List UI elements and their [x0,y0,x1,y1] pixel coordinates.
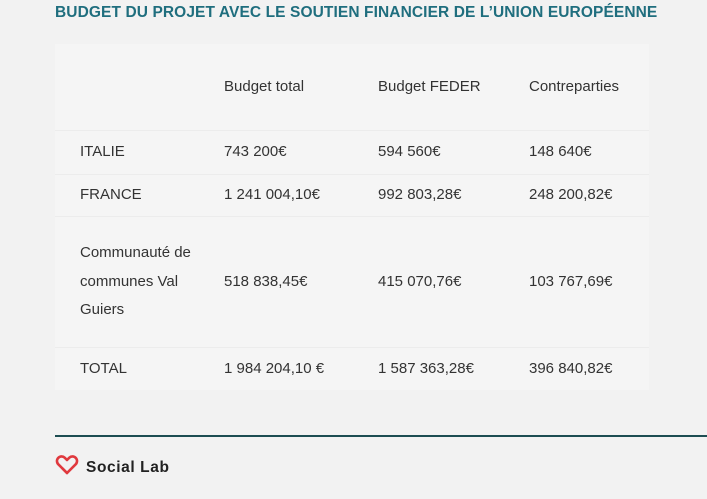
table-row: ITALIE 743 200€ 594 560€ 148 640€ [55,130,649,175]
row-feder: 415 070,76€ [378,216,529,348]
row-feder: 594 560€ [378,130,529,175]
table-row: Communauté de communes Val Guiers 518 83… [55,216,649,348]
row-contreparties: 148 640€ [529,130,649,175]
row-total: 743 200€ [224,130,378,175]
row-name: Communauté de communes Val Guiers [55,216,224,348]
table-row: FRANCE 1 241 004,10€ 992 803,28€ 248 200… [55,174,649,217]
row-total: 1 241 004,10€ [224,174,378,217]
table-header-row: Budget total Budget FEDER Contreparties [55,44,649,131]
table-row-total: TOTAL 1 984 204,10 € 1 587 363,28€ 396 8… [55,348,649,391]
row-name: TOTAL [80,359,127,377]
row-total: 518 838,45€ [224,216,378,348]
page-title: BUDGET DU PROJET AVEC LE SOUTIEN FINANCI… [55,4,658,21]
row-contreparties: 396 840,82€ [529,359,613,377]
heart-icon [55,455,79,475]
row-contreparties: 103 767,69€ [529,216,649,348]
header-empty-cell [55,44,224,131]
row-feder: 992 803,28€ [378,174,529,217]
row-feder: 1 587 363,28€ [378,359,474,377]
row-contreparties: 248 200,82€ [529,174,649,217]
footer-divider [55,435,707,437]
header-budget-total: Budget total [224,44,378,131]
row-name: FRANCE [55,174,224,217]
header-budget-feder: Budget FEDER [378,44,529,131]
budget-table: Budget total Budget FEDER Contreparties … [55,44,649,390]
brand-logo[interactable]: Social Lab [55,452,170,478]
header-contreparties: Contreparties [529,44,649,131]
row-name: ITALIE [55,130,224,175]
row-total: 1 984 204,10 € [224,359,325,377]
brand-name: Social Lab [86,458,170,476]
